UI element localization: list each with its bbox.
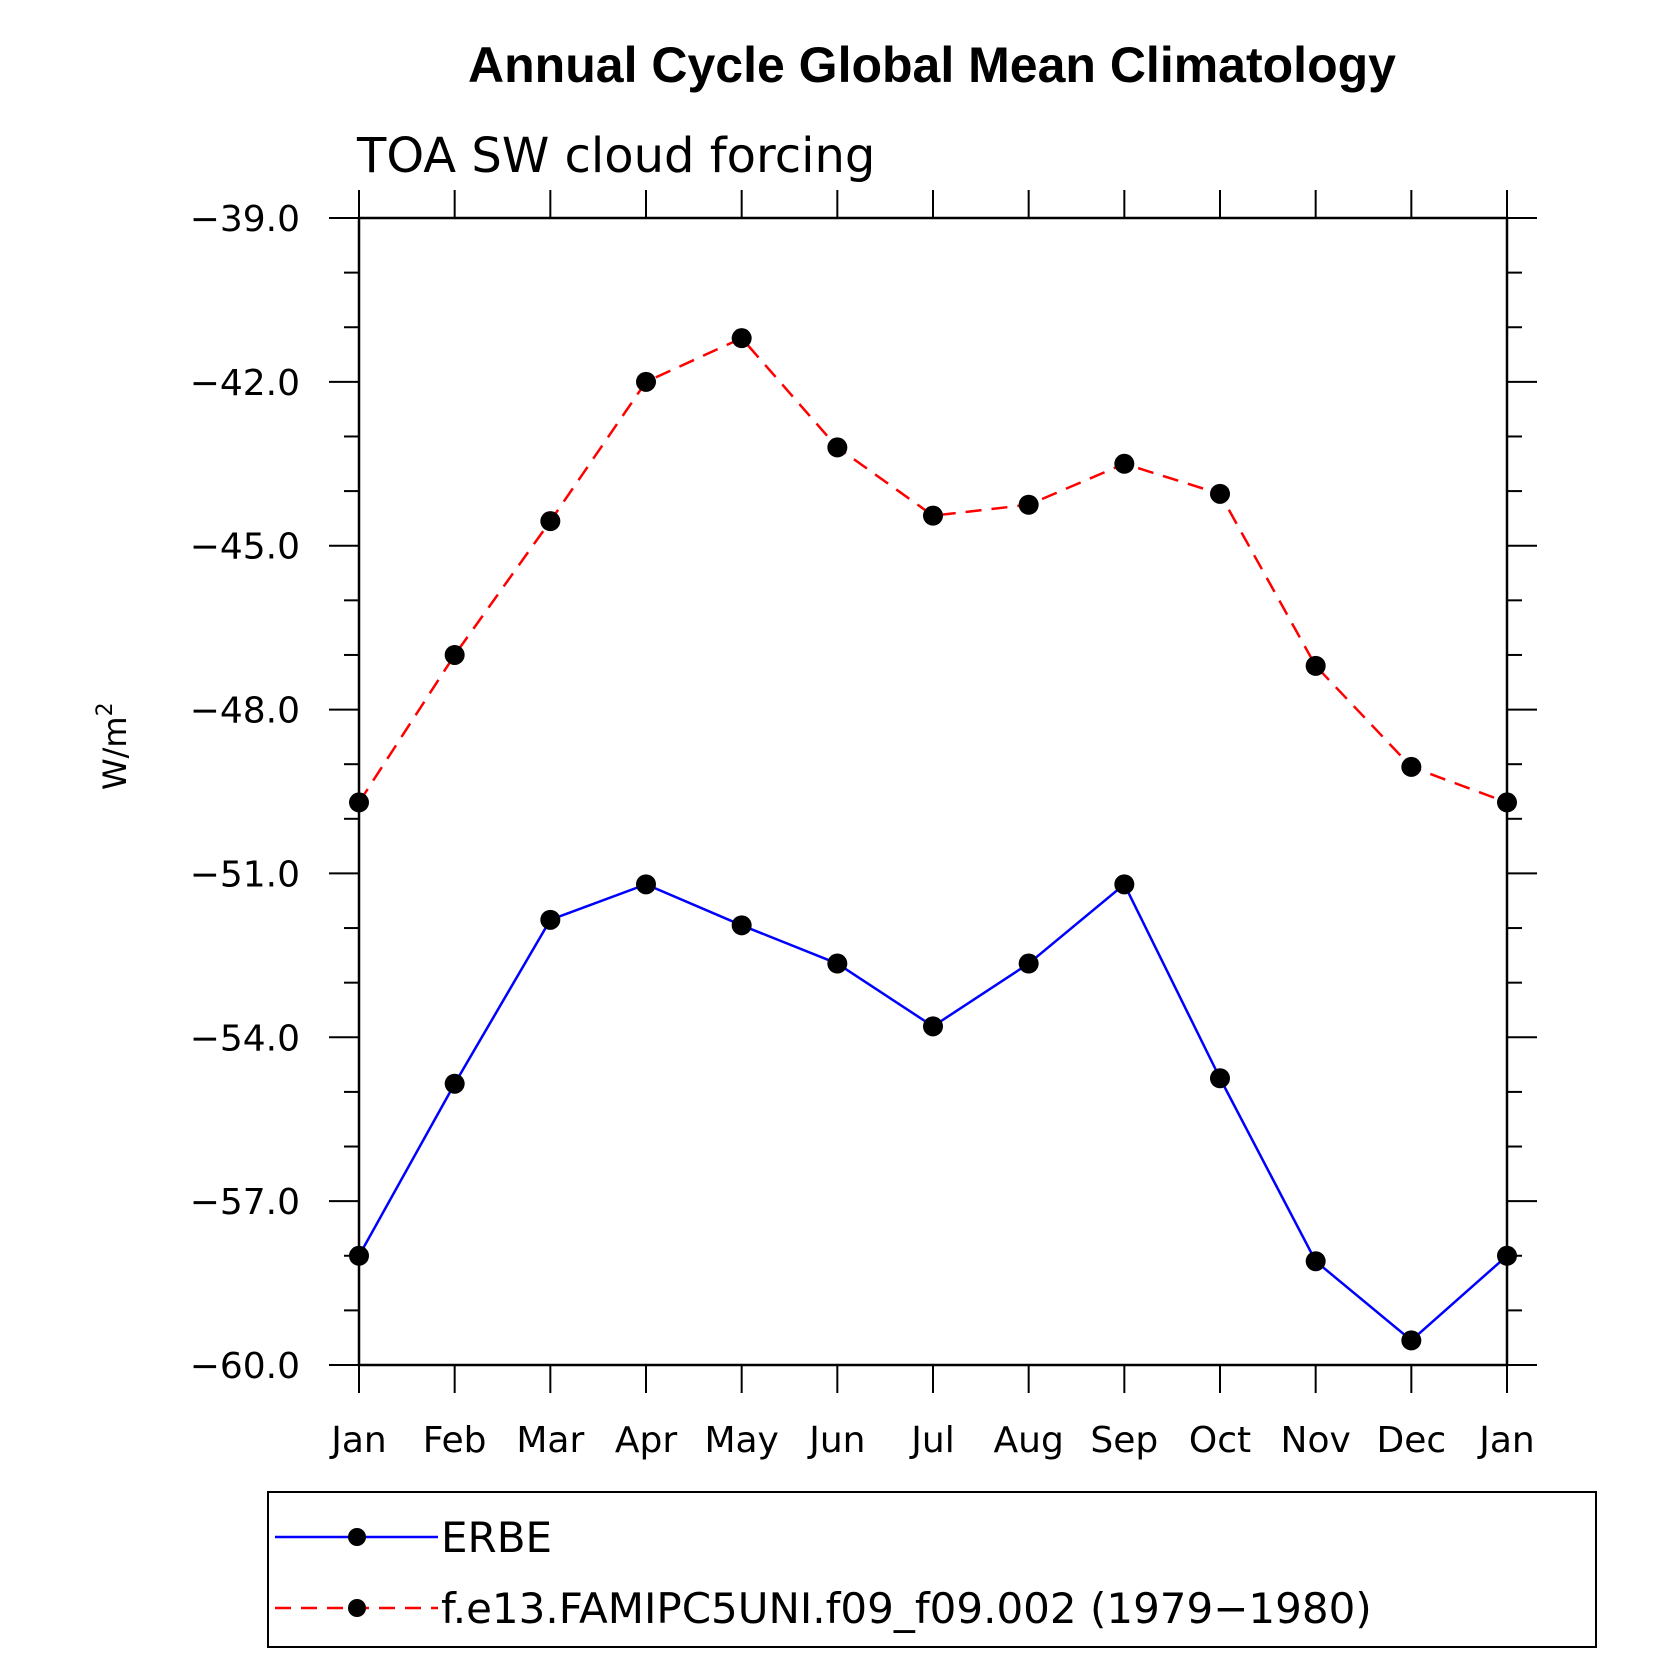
series-line-0	[357, 883, 1508, 1342]
data-point	[731, 328, 752, 349]
data-point	[923, 505, 943, 526]
data-point	[636, 874, 656, 895]
data-point	[1401, 756, 1422, 777]
x-tick-label: Nov	[1281, 1420, 1351, 1461]
y-tick-label: −60.0	[190, 1346, 300, 1387]
data-point	[1305, 655, 1326, 676]
y-tick-label: −45.0	[190, 527, 300, 568]
x-tick-label: Jul	[909, 1420, 954, 1461]
legend-label-erbe: ERBE	[441, 1513, 552, 1562]
series-layer	[349, 328, 1517, 1351]
axes: −39.0 −42.0 −45.0 −48.0 −51.0 −54.0 −57.0 −60.0…	[190, 190, 1537, 1461]
svg-text:W/m2: W/m2	[93, 702, 134, 790]
data-point	[1305, 1251, 1326, 1272]
data-point	[1497, 1245, 1517, 1266]
y-tick-label: −51.0	[190, 854, 300, 895]
data-point	[923, 1016, 943, 1037]
legend-marker-erbe	[348, 1528, 366, 1546]
legend-label-model: f.e13.FAMIPC5UNI.f09_f09.002 (1979−1980)	[441, 1584, 1372, 1633]
data-point	[1210, 483, 1230, 504]
data-point	[1114, 453, 1135, 474]
x-tick-label: Sep	[1090, 1420, 1158, 1461]
y-tick-label: −48.0	[190, 691, 300, 732]
x-tick-label: May	[704, 1420, 778, 1461]
x-tick-label: Oct	[1189, 1420, 1251, 1461]
data-point	[444, 644, 465, 665]
data-point	[1018, 953, 1039, 974]
data-point	[349, 1245, 369, 1266]
data-point	[444, 1073, 465, 1094]
data-point	[731, 915, 752, 936]
x-tick-label: Jan	[1477, 1420, 1535, 1461]
chart-subtitle: TOA SW cloud forcing	[356, 128, 875, 184]
data-point	[540, 511, 561, 532]
y-axis-label-text: W/m	[96, 716, 134, 790]
x-tick-label: Feb	[423, 1420, 487, 1461]
data-point	[1018, 494, 1039, 515]
series-line-1	[357, 336, 1508, 804]
y-axis-label-superscript: 2	[93, 702, 118, 716]
data-point	[540, 909, 561, 930]
x-tick-label: Aug	[994, 1420, 1064, 1461]
data-point	[636, 371, 656, 392]
y-tick-label: −57.0	[190, 1182, 300, 1223]
data-point	[1497, 792, 1517, 813]
y-tick-label: −42.0	[190, 363, 300, 404]
chart-title: Annual Cycle Global Mean Climatology	[468, 37, 1396, 93]
x-tick-label: Jun	[807, 1420, 865, 1461]
x-tick-label: Jan	[329, 1420, 387, 1461]
data-point	[1401, 1330, 1422, 1351]
data-point	[1114, 874, 1135, 895]
legend-box	[267, 1491, 1597, 1648]
plot-frame	[357, 216, 1509, 1367]
y-tick-label: −39.0	[190, 199, 300, 240]
data-point	[1210, 1068, 1230, 1089]
data-point	[349, 792, 369, 813]
x-tick-label: Dec	[1376, 1420, 1446, 1461]
x-tick-label: Apr	[615, 1420, 677, 1461]
data-point	[827, 953, 848, 974]
y-axis-label: W/m2	[93, 702, 134, 790]
data-point	[827, 437, 848, 458]
legend-marker-model	[348, 1599, 366, 1617]
x-tick-label: Mar	[516, 1420, 584, 1461]
y-tick-label: −54.0	[190, 1018, 300, 1059]
legend: ERBE f.e13.FAMIPC5UNI.f09_f09.002 (1979−…	[267, 1491, 1597, 1648]
